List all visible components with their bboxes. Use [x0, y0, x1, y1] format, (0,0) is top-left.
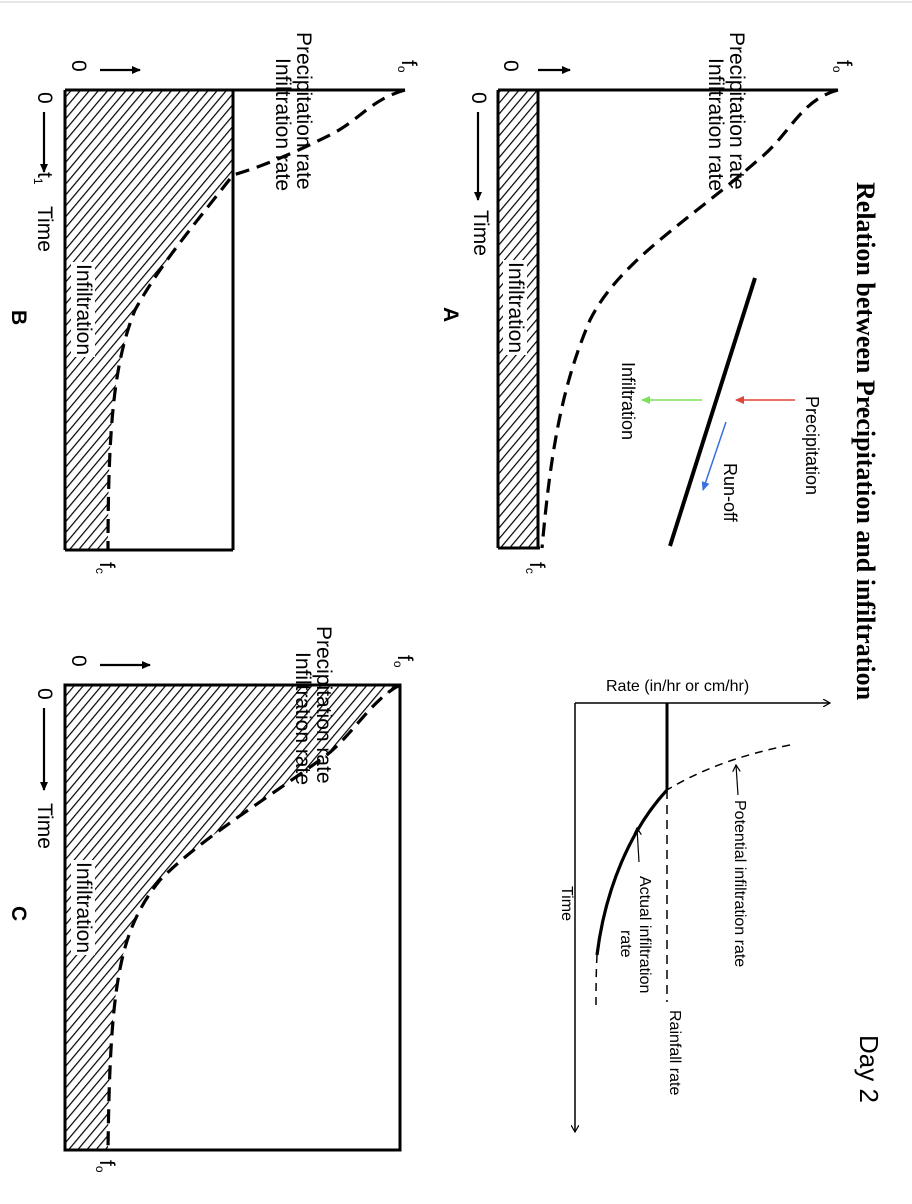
panel-b-letter: B: [7, 310, 30, 326]
panel-a-f0-label: fo: [830, 60, 855, 73]
panel-c-infil-rate-label: Infiltration rate: [291, 652, 314, 786]
panel-c-precip-rate-label: Precipitation rate: [312, 626, 335, 784]
actual-infiltration-curve: [595, 788, 669, 956]
panel-b-f0-label: fo: [395, 60, 420, 73]
panel-b-t1-label: t1: [31, 172, 56, 185]
panel-a-precip-rate-label: Precipitation rate: [725, 32, 748, 190]
panel-b-zero-x: 0: [67, 60, 90, 72]
panel-a: [474, 66, 839, 550]
panel-b-infiltration-curve: [106, 88, 406, 551]
panel-a-axis-label: Precipitation rate: [724, 32, 748, 190]
panel-c-frame: [63, 683, 402, 1152]
panel-a-fc-letter: f: [525, 562, 548, 568]
panel-a-infil-rate-label: Infiltration rate: [704, 58, 727, 192]
panel-c-time-label: Time: [33, 803, 56, 849]
potential-infiltration-label: Potential infiltration rate: [731, 800, 748, 968]
runoff-label: Run-off: [720, 463, 740, 522]
panel-b: [40, 66, 406, 552]
rate-graph: [575, 703, 830, 1132]
panel-b-t1-letter: t: [33, 172, 56, 178]
infiltration-label: Infiltration: [618, 362, 638, 441]
potential-pointer: [736, 765, 738, 796]
precipitation-label: Precipitation: [802, 396, 822, 496]
panel-b-f0-letter: f: [397, 60, 420, 66]
panel-b-time-label: Time: [33, 206, 56, 252]
panel-a-time-label: Time: [469, 210, 492, 256]
actual-infiltration-label-2: rate: [617, 930, 634, 958]
panel-b-t1-sub: 1: [31, 177, 45, 185]
rainfall-rate-label: Rainfall rate: [666, 1010, 683, 1096]
panel-a-fc-sub: c: [523, 567, 537, 574]
panel-b-infiltration-label: Infiltration: [71, 262, 95, 358]
panel-c-fc-label: fo: [93, 1160, 118, 1173]
rate-axis-label: Rate (in/hr or cm/hr): [606, 678, 750, 695]
actual-infiltration-label-1: Actual infiltration: [636, 876, 653, 994]
panel-c-f0-letter: f: [393, 655, 416, 661]
panel-c-fc-sub: o: [93, 1165, 107, 1173]
panel-a-infiltration-curve: [540, 88, 839, 549]
panel-a-zero-x: 0: [499, 60, 522, 72]
potential-infiltration-curve: [666, 744, 791, 791]
panel-c-fc-letter: f: [95, 1160, 118, 1166]
actual-infiltration-tail: [595, 954, 598, 1006]
actual-pointer: [637, 828, 639, 863]
time-axis-label: Time: [558, 886, 575, 921]
panel-c-letter: C: [7, 906, 30, 922]
panel-a-f0-sub: o: [830, 65, 844, 73]
panel-b-runoff-region: [108, 175, 233, 550]
panel-b-infil-rate-label: Infiltration rate: [271, 58, 294, 192]
panel-b-zero-y: 0: [33, 92, 56, 104]
slope-surface: [668, 277, 757, 547]
panel-c-f0-sub: o: [391, 660, 405, 668]
panel-a-letter: A: [439, 307, 462, 323]
panel-c-infiltration-curve: [106, 683, 401, 1151]
day-label: Day 2: [854, 1035, 884, 1103]
panel-a-f0-letter: f: [832, 60, 855, 66]
panel-c-f0-label: fo: [391, 655, 416, 668]
panel-c-zero-x: 0: [67, 655, 90, 667]
panel-a-fc-label: fc: [523, 562, 548, 574]
slope-diagram: [641, 277, 795, 547]
panel-a-infiltration-label: Infiltration: [503, 260, 527, 356]
panel-c-hatched-region: [65, 685, 400, 1150]
panel-a-zero-y: 0: [467, 92, 490, 104]
panel-b-f0-sub: o: [395, 65, 409, 73]
panel-c: [40, 661, 402, 1152]
panel-b-fc-label: fc: [93, 562, 118, 574]
panel-b-fc-letter: f: [95, 562, 118, 568]
runoff-arrow: [701, 421, 727, 491]
panel-b-fc-sub: c: [93, 567, 107, 574]
panel-c-zero-y: 0: [33, 688, 56, 700]
slide-title: Relation between Precipitation and infil…: [851, 182, 880, 701]
panel-b-precip-rate-label: Precipitation rate: [292, 32, 315, 190]
panel-c-infiltration-label: Infiltration: [71, 860, 95, 956]
